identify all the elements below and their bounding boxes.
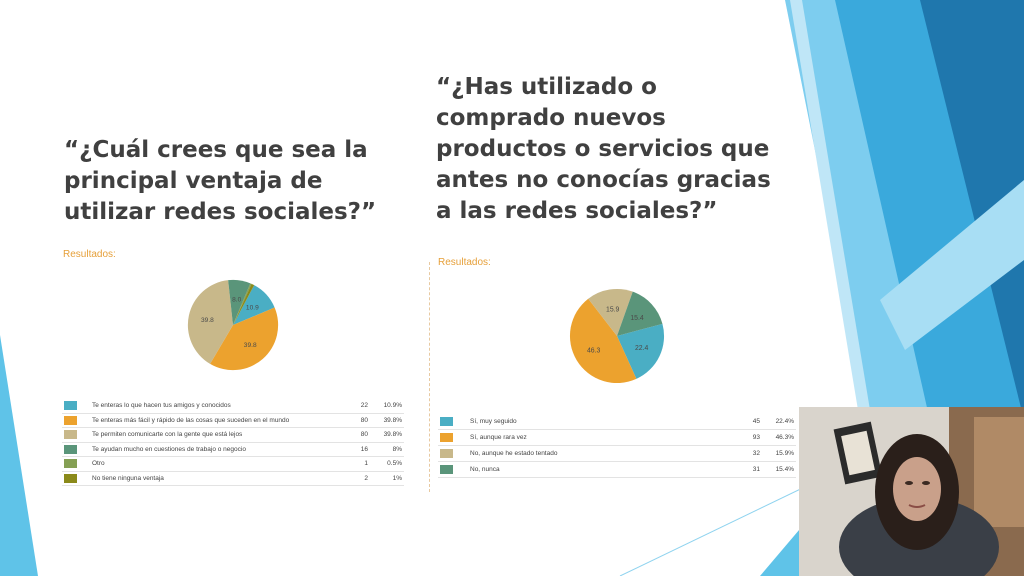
- pie-data-label: 10.9: [246, 305, 259, 312]
- legend-label: Te permiten comunicarte con la gente que…: [92, 431, 243, 438]
- right-panel-stripe: [790, 0, 870, 410]
- legend-row: Te permiten comunicarte con la gente que…: [62, 428, 404, 443]
- question-2-title: “¿Has utilizado o comprado nuevos produc…: [436, 74, 771, 224]
- legend-count: 22: [360, 402, 368, 409]
- pie-chart-2: 22.4 46.3 15.9 15.4: [569, 288, 665, 384]
- legend-row: No, aunque he estado tentado 32 15.9%: [438, 446, 796, 462]
- legend-row: Te ayudan mucho en cuestiones de trabajo…: [62, 443, 404, 457]
- legend-percent: 39.8%: [383, 416, 402, 424]
- pie-slice: [233, 285, 275, 325]
- legend-label: Te ayudan mucho en cuestiones de trabajo…: [92, 445, 246, 453]
- pie-data-label: 8.0: [232, 296, 241, 303]
- pie-data-label: 15.4: [630, 315, 644, 322]
- legend-swatch: [64, 430, 77, 439]
- pie-slice: [617, 291, 663, 336]
- legend-row: Sí, aunque rara vez 93 46.3%: [438, 430, 796, 446]
- legend-percent: 1%: [392, 474, 402, 482]
- legend-swatch: [64, 415, 77, 425]
- legend-label: Te enteras más fácil y rápido de las cos…: [92, 416, 290, 424]
- legend-swatch: [64, 401, 77, 410]
- legend-row: Sí, muy seguido 45 22.4%: [438, 414, 796, 430]
- legend-percent: 15.4%: [775, 466, 794, 473]
- legend-percent: 39.8%: [383, 431, 402, 438]
- pie-data-label: 46.3: [587, 348, 601, 355]
- legend-table-1: Te enteras lo que hacen tus amigos y con…: [62, 399, 404, 486]
- pie-data-label: 39.8: [201, 317, 214, 324]
- legend-percent: 8%: [392, 445, 402, 453]
- legend-count: 31: [752, 466, 760, 473]
- legend-label: Otro: [92, 460, 105, 467]
- legend-percent: 0.5%: [387, 460, 402, 467]
- legend-swatch: [440, 449, 453, 458]
- legend-swatch: [440, 417, 453, 426]
- pie-data-label: 15.9: [606, 307, 620, 314]
- legend-label: Te enteras lo que hacen tus amigos y con…: [92, 402, 231, 409]
- legend-row: No, nunca 31 15.4%: [438, 462, 796, 478]
- legend-count: 80: [360, 431, 368, 438]
- legend-label: No, nunca: [470, 466, 500, 473]
- legend-percent: 10.9%: [383, 402, 402, 409]
- legend-count: 16: [360, 445, 368, 453]
- webcam-presenter-image: [799, 407, 1024, 576]
- pie-slice: [569, 298, 637, 384]
- pie-data-label: 22.4: [635, 345, 649, 352]
- legend-percent: 46.3%: [775, 434, 794, 441]
- pie-slice: [187, 280, 233, 364]
- pie-data-label: 39.8: [244, 342, 257, 349]
- legend-swatch: [440, 465, 453, 474]
- legend-row: Otro 1 0.5%: [62, 457, 404, 472]
- legend-count: 1: [364, 460, 368, 467]
- legend-label: Sí, muy seguido: [470, 418, 517, 425]
- pie-slice: [228, 279, 251, 325]
- legend-swatch: [64, 473, 77, 483]
- legend-table-2: Sí, muy seguido 45 22.4% Sí, aunque rara…: [438, 414, 796, 478]
- question-1-title: “¿Cuál crees que sea la principal ventaj…: [64, 137, 377, 225]
- legend-count: 93: [752, 434, 760, 441]
- pie-slice: [588, 288, 633, 336]
- webcam-overlay: [799, 407, 1024, 576]
- column-divider: [429, 262, 430, 492]
- results-label-1: Resultados:: [63, 249, 116, 260]
- legend-percent: 22.4%: [775, 418, 794, 425]
- legend-label: No tiene ninguna ventaja: [92, 474, 164, 482]
- legend-count: 2: [364, 474, 368, 482]
- right-panel-facet: [880, 180, 1024, 350]
- legend-count: 32: [752, 450, 760, 457]
- legend-swatch: [440, 433, 453, 442]
- legend-row: Te enteras más fácil y rápido de las cos…: [62, 414, 404, 428]
- pie-slice: [233, 283, 252, 325]
- legend-row: No tiene ninguna ventaja 2 1%: [62, 472, 404, 486]
- legend-label: Sí, aunque rara vez: [470, 434, 527, 441]
- right-panel-dark: [920, 0, 1024, 420]
- pie-slice: [617, 323, 665, 379]
- legend-percent: 15.9%: [775, 450, 794, 457]
- legend-swatch: [64, 444, 77, 454]
- legend-swatch: [64, 459, 77, 468]
- legend-row: Te enteras lo que hacen tus amigos y con…: [62, 399, 404, 414]
- legend-count: 45: [752, 418, 760, 425]
- pie-slice: [233, 283, 255, 325]
- left-accent-shape: [0, 335, 38, 576]
- results-label-2: Resultados:: [438, 257, 491, 268]
- legend-count: 80: [360, 416, 368, 424]
- pie-slice: [210, 307, 279, 371]
- legend-label: No, aunque he estado tentado: [470, 450, 558, 457]
- pie-chart-1: 10.9 39.8 39.8 8.0: [187, 279, 279, 371]
